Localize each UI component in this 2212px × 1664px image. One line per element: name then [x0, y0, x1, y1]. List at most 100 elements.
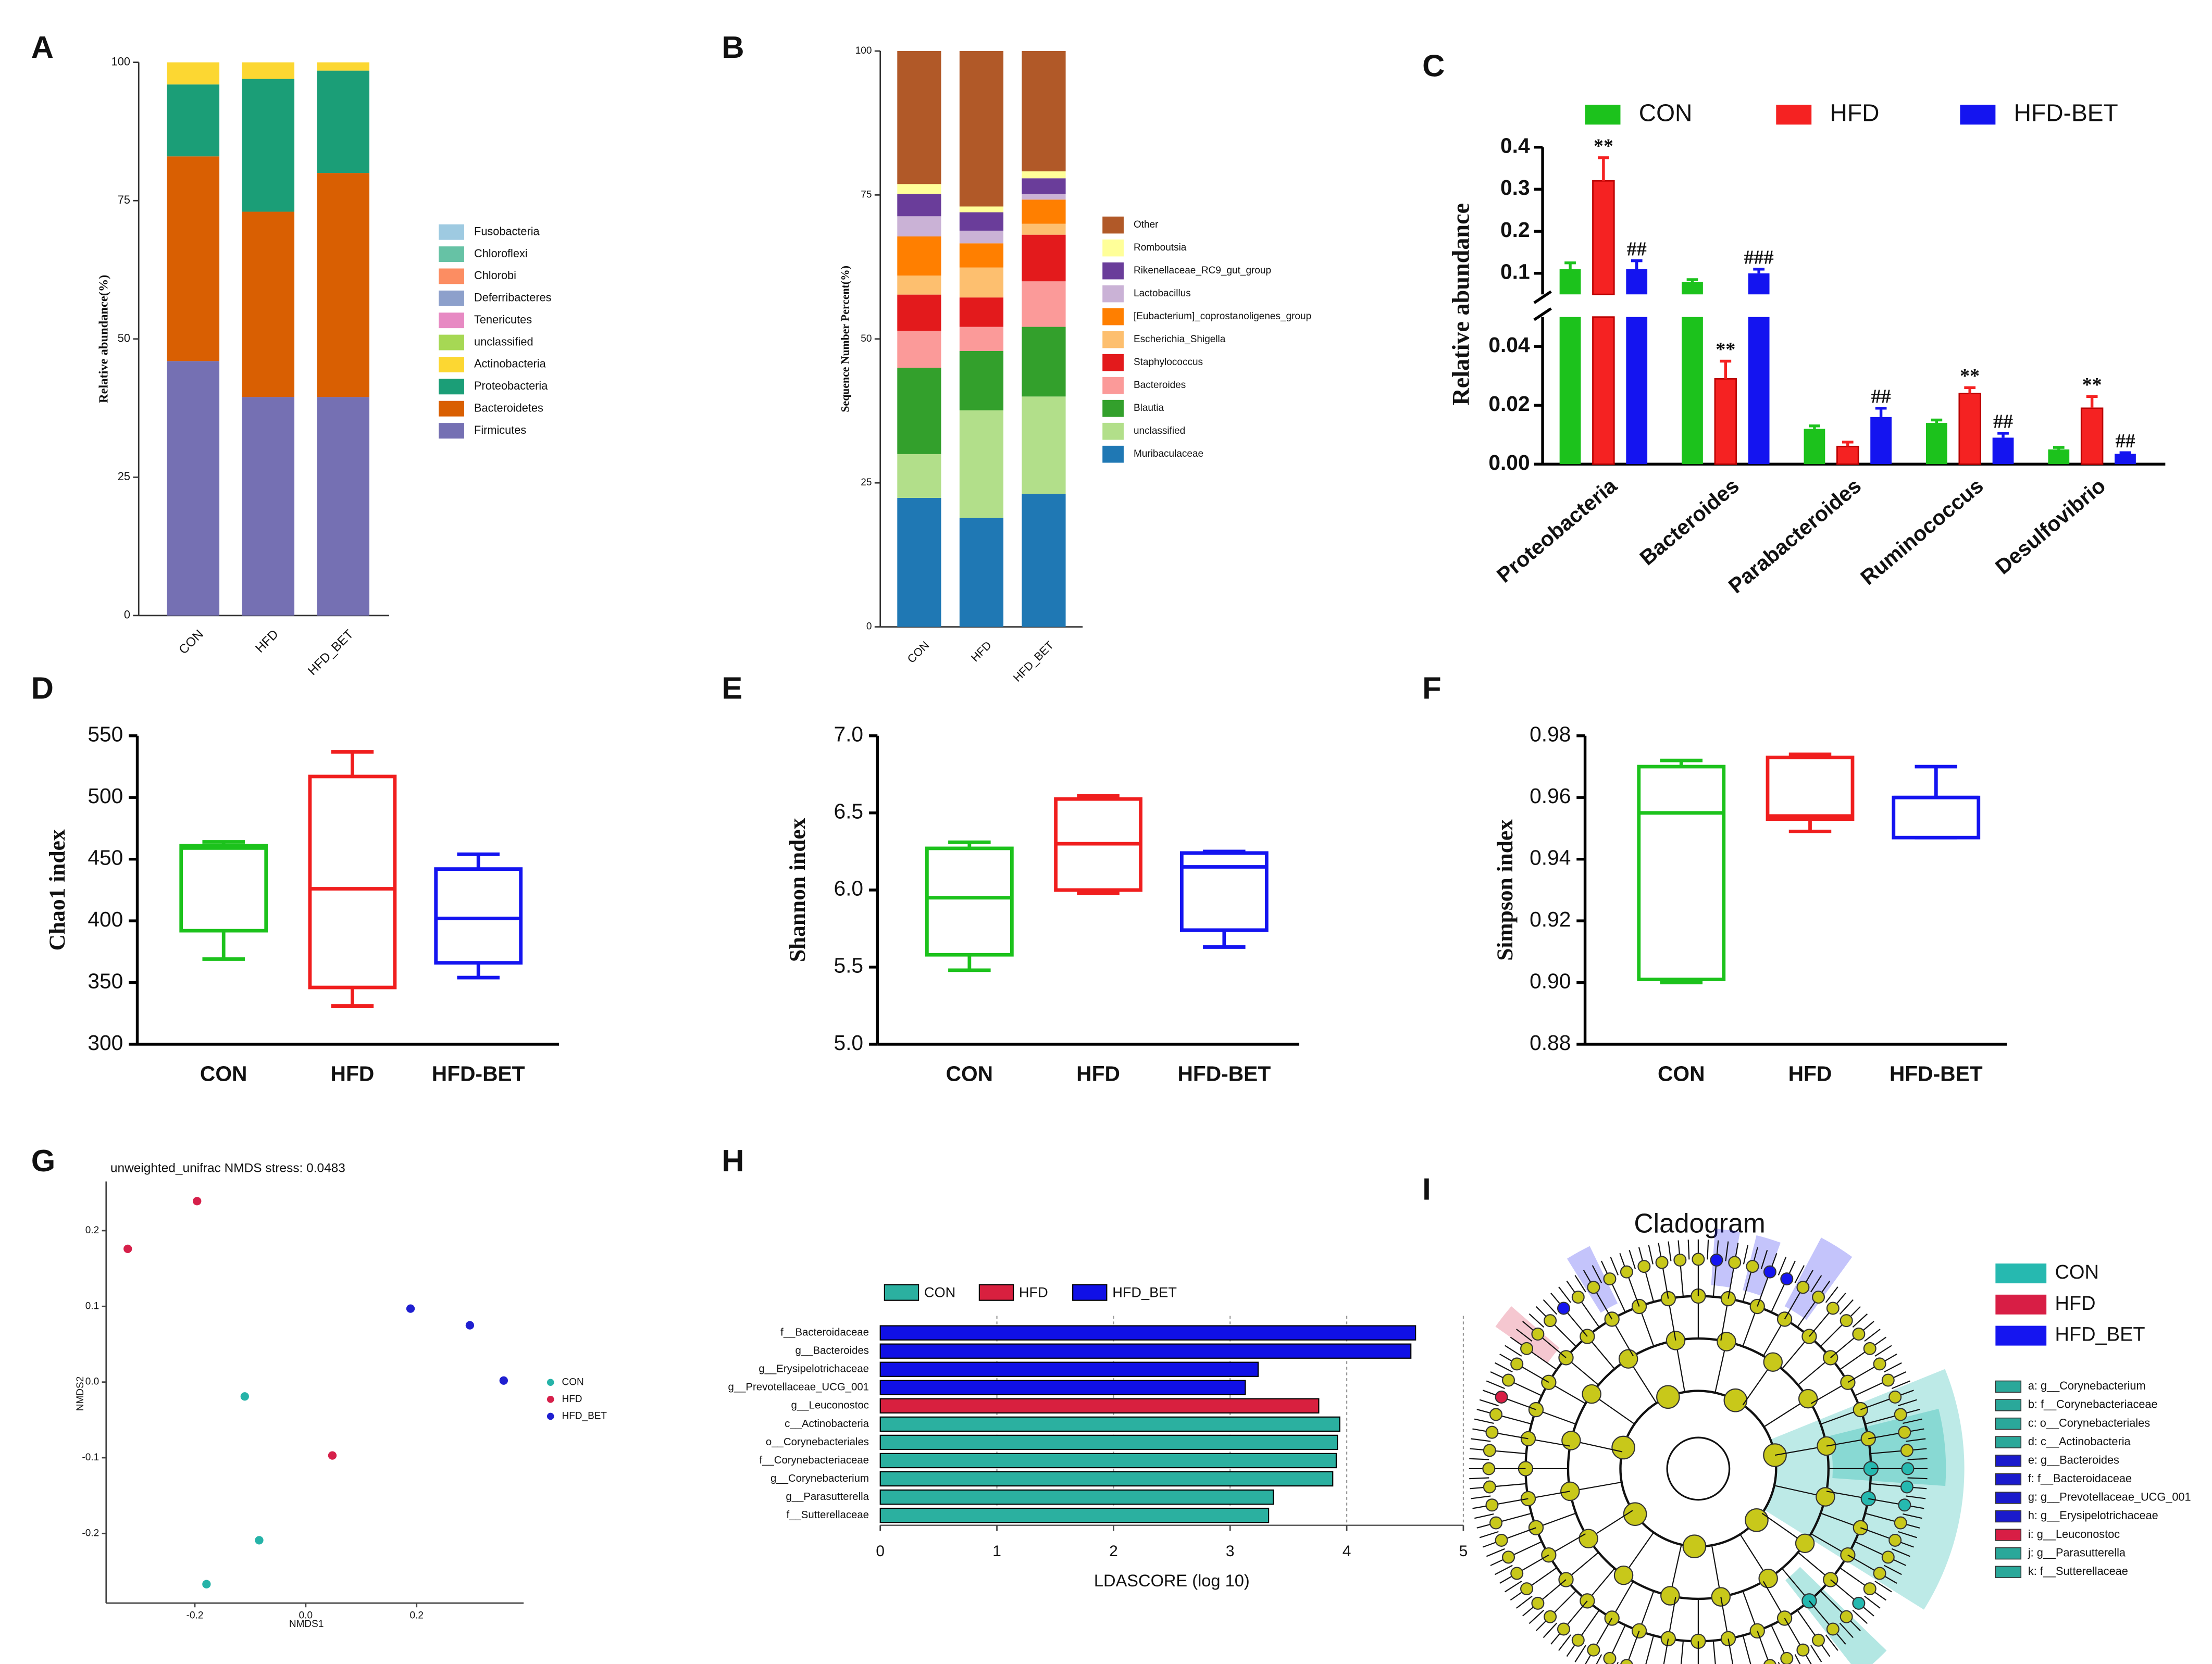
node [1749, 1298, 1765, 1315]
leaf-branch [1596, 1654, 1602, 1664]
y-tick-label: 0.2 [1500, 218, 1530, 242]
node [1888, 1533, 1902, 1547]
node [1502, 1373, 1515, 1387]
point [202, 1580, 211, 1588]
panel-label: E [722, 671, 742, 706]
legend-label: Proteobacteria [474, 379, 548, 392]
leaf-branch [1903, 1418, 1922, 1424]
leaf-branch [1471, 1495, 1491, 1499]
x-tick-label: 0.2 [410, 1610, 424, 1621]
node [1852, 1328, 1866, 1341]
bar-segment [897, 497, 941, 627]
bar-segment [897, 294, 941, 331]
leaf-branch [1852, 1609, 1868, 1624]
leaf-branch [1884, 1362, 1902, 1373]
legend-label: CON [562, 1377, 583, 1387]
y-tick-label: f__Corynebacteriaceae [759, 1455, 869, 1466]
node [1483, 1444, 1496, 1457]
point [406, 1304, 415, 1313]
legend-swatch [1585, 105, 1621, 125]
legend-swatch [1102, 216, 1124, 234]
clade-label: j: g__Parasutterella [2028, 1546, 2126, 1559]
panel-label: D [31, 671, 54, 706]
bar [2080, 407, 2104, 465]
y-tick-label: 0.3 [1500, 176, 1530, 199]
legend-label: [Eubacterium]_coprostanoligenes_group [1134, 311, 1311, 322]
node [1745, 1508, 1769, 1532]
legend-label: unclassified [474, 335, 533, 348]
bar-segment [167, 62, 220, 85]
legend-swatch [978, 1284, 1014, 1301]
leaf-branch [1725, 1241, 1729, 1261]
leaf-branch [1891, 1380, 1910, 1390]
y-axis-label: Sequence Number Percent(%) [839, 266, 851, 412]
axis-break [1533, 290, 1552, 304]
bar-segment [1022, 51, 1066, 172]
node [1901, 1462, 1915, 1475]
point [328, 1451, 337, 1460]
y-tick-label: 75 [118, 193, 130, 206]
node [1900, 1480, 1913, 1494]
node [1840, 1610, 1853, 1623]
panel-label: F [1422, 671, 1441, 706]
leaf-branch [1486, 1548, 1505, 1557]
bar-segment [959, 327, 1004, 351]
x-tick-label: 4 [1343, 1543, 1351, 1560]
bar-segment [897, 184, 941, 194]
node [1558, 1572, 1574, 1587]
legend-label: CON [2055, 1261, 2098, 1283]
node [1520, 1431, 1536, 1447]
y-tick-label: 0.00 [1488, 451, 1530, 474]
clade-label: i: g__Leuconostoc [2028, 1528, 2120, 1541]
clade-label: k: f__Sutterellaceae [2028, 1565, 2128, 1578]
node [1798, 1388, 1818, 1409]
legend-label: HFD [1019, 1284, 1048, 1300]
x-tick-label: CON [176, 627, 206, 657]
leaf-branch [1810, 1645, 1822, 1662]
leaf-branch [1743, 1245, 1749, 1265]
bar-segment [897, 236, 941, 276]
clade-swatch [1995, 1436, 2022, 1448]
x-tick-label: Bacteroides [1635, 473, 1744, 570]
leaf-branch [1543, 1299, 1558, 1315]
bar-segment [167, 361, 220, 616]
bar [879, 1416, 1340, 1432]
leaf-branch [1558, 1286, 1571, 1303]
legend-label: Actinobacteria [474, 357, 546, 370]
bar [879, 1380, 1246, 1395]
bar-segment [897, 368, 941, 454]
leaf-branch [1479, 1399, 1499, 1407]
y-tick-label: 350 [88, 969, 123, 993]
box [434, 867, 523, 965]
point [193, 1197, 202, 1206]
leaf-branch [1469, 1458, 1489, 1460]
legend-swatch [439, 268, 465, 284]
branch [1645, 1635, 1655, 1664]
node [1489, 1408, 1503, 1421]
node [1780, 1272, 1794, 1286]
bar [1804, 429, 1825, 465]
y-tick-label: 0 [124, 608, 130, 621]
panel-label: H [722, 1143, 744, 1178]
bar-segment [1022, 396, 1066, 494]
box [1179, 851, 1269, 932]
x-tick-label: HFD [1788, 1062, 1832, 1086]
leaf-branch [1778, 1256, 1787, 1275]
leaf-branch [1495, 1362, 1513, 1373]
x-tick-label: HFD [331, 1062, 375, 1086]
bar-segment [897, 194, 941, 217]
node [1656, 1385, 1680, 1409]
bar [1626, 317, 1648, 465]
y-tick-label: g__Prevotellaceae_UCG_001 [728, 1382, 869, 1393]
significance-label: ** [1716, 339, 1735, 360]
y-tick-label: 550 [88, 722, 123, 746]
y-tick-label: 500 [88, 784, 123, 808]
clade-swatch [1995, 1566, 2022, 1578]
clade-highlight [1784, 1237, 1853, 1320]
node [1816, 1487, 1835, 1507]
bar [1870, 417, 1892, 465]
bar [1559, 317, 1581, 465]
x-tick-label: Parabacteroides [1724, 473, 1866, 598]
node [1795, 1533, 1815, 1554]
branch [1680, 1641, 1684, 1664]
